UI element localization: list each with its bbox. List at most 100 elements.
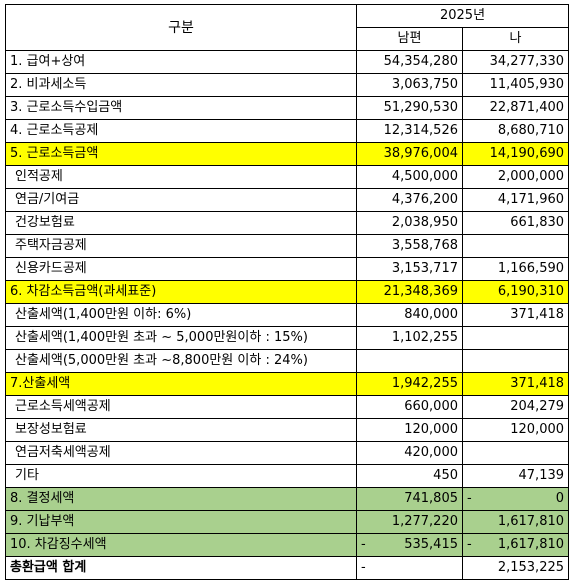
header-year: 2025년: [355, 4, 570, 28]
table-row: 1. 급여+상여 54,354,280 34,277,330: [5, 50, 570, 74]
cell-me: 371,418: [461, 303, 570, 327]
cell-me: 6,190,310: [461, 280, 570, 304]
table-row: 건강보험료 2,038,950 661,830: [5, 211, 570, 235]
table-row: 산출세액(5,000만원 초과 ~8,800만원 이하 : 24%): [5, 349, 570, 373]
header-husband: 남편: [356, 27, 463, 51]
table-row-highlight: 5. 근로소득금액 38,976,004 14,190,690: [5, 142, 570, 166]
cell-me: 204,279: [461, 395, 570, 419]
cell-me: [461, 234, 570, 258]
table-row: 근로소득세액공제 660,000 204,279: [5, 395, 570, 419]
cell-me: 11,405,930: [461, 73, 570, 97]
header-subrow: 남편 나: [6, 27, 570, 51]
row-label: 연금/기여금: [5, 188, 357, 212]
cell-husband: 660,000: [356, 395, 463, 419]
cell-husband: 741,805: [356, 487, 463, 511]
row-label: 보장성보험료: [5, 418, 357, 442]
cell-husband: - 535,415: [356, 533, 463, 557]
cell-me: 22,871,400: [461, 96, 570, 120]
row-label: 4. 근로소득공제: [5, 119, 357, 143]
table-row-green: 8. 결정세액 741,805 -0: [5, 487, 570, 511]
cell-husband: 120,000: [356, 418, 463, 442]
header-category: 구분: [5, 4, 357, 51]
row-label: 10. 차감징수세액: [5, 533, 357, 557]
table-row: 신용카드공제 3,153,717 1,166,590: [5, 257, 570, 281]
cell-me: 2,000,000: [461, 165, 570, 189]
row-label: 산출세액(1,400만원 초과 ~ 5,000만원이하 : 15%): [5, 326, 357, 350]
cell-me: 1,166,590: [461, 257, 570, 281]
cell-me: 371,418: [461, 372, 570, 396]
cell-husband: 1,102,255: [356, 326, 463, 350]
cell-me: 34,277,330: [461, 50, 570, 74]
row-label: 5. 근로소득금액: [5, 142, 357, 166]
table-row: 인적공제 4,500,000 2,000,000: [5, 165, 570, 189]
cell-husband: 450: [356, 464, 463, 488]
row-label: 7.산출세액: [5, 372, 357, 396]
cell-husband: 12,314,526: [356, 119, 463, 143]
tax-table-container: 구분 2025년 남편 나 1. 급여+상여 54,354,280 34,277…: [5, 4, 570, 580]
cell-husband: 4,500,000: [356, 165, 463, 189]
table-row: 3. 근로소득수입금액 51,290,530 22,871,400: [5, 96, 570, 120]
cell-husband: [356, 349, 463, 373]
table-row-highlight: 6. 차감소득금액(과세표준) 21,348,369 6,190,310: [5, 280, 570, 304]
table-row: 기타 450 47,139: [5, 464, 570, 488]
table-row: 보장성보험료 120,000 120,000: [5, 418, 570, 442]
table-row-total: 총환급액 합계 - 2,153,225: [5, 556, 570, 580]
cell-me: [461, 441, 570, 465]
table-row: 주택자금공제 3,558,768: [5, 234, 570, 258]
row-label: 산출세액(5,000만원 초과 ~8,800만원 이하 : 24%): [5, 349, 357, 373]
table-row: 산출세액(1,400만원 이하: 6%) 840,000 371,418: [5, 303, 570, 327]
row-label: 산출세액(1,400만원 이하: 6%): [5, 303, 357, 327]
cell-me: 8,680,710: [461, 119, 570, 143]
cell-husband: 420,000: [356, 441, 463, 465]
cell-husband: 54,354,280: [356, 50, 463, 74]
minus-sign: -: [361, 560, 366, 575]
table-row-green: 9. 기납부액 1,277,220 1,617,810: [5, 510, 570, 534]
cell-husband: 840,000: [356, 303, 463, 327]
cell-husband: -: [356, 556, 463, 580]
table-row-green: 10. 차감징수세액 - 535,415 -1,617,810: [5, 533, 570, 557]
row-label: 인적공제: [5, 165, 357, 189]
cell-me: 47,139: [461, 464, 570, 488]
row-label: 연금저축세액공제: [5, 441, 357, 465]
row-label: 6. 차감소득금액(과세표준): [5, 280, 357, 304]
minus-sign: -: [361, 537, 366, 552]
header-me: 나: [461, 27, 570, 51]
cell-husband: 1,942,255: [356, 372, 463, 396]
cell-me: -0: [461, 487, 570, 511]
row-label: 1. 급여+상여: [5, 50, 357, 74]
row-label: 기타: [5, 464, 357, 488]
cell-husband: 3,558,768: [356, 234, 463, 258]
cell-husband: 1,277,220: [356, 510, 463, 534]
table-row-highlight: 7.산출세액 1,942,255 371,418: [5, 372, 570, 396]
cell-me: 2,153,225: [461, 556, 570, 580]
cell-me: 14,190,690: [461, 142, 570, 166]
cell-husband: 2,038,950: [356, 211, 463, 235]
cell-husband: 21,348,369: [356, 280, 463, 304]
table-row: 4. 근로소득공제 12,314,526 8,680,710: [5, 119, 570, 143]
cell-me: [461, 349, 570, 373]
table-row: 연금저축세액공제 420,000: [5, 441, 570, 465]
cell-me-value: 1,617,810: [497, 537, 565, 552]
row-label: 총환급액 합계: [5, 556, 357, 580]
table-row: 연금/기여금 4,376,200 4,171,960: [5, 188, 570, 212]
cell-me: [461, 326, 570, 350]
cell-husband: 51,290,530: [356, 96, 463, 120]
row-label: 건강보험료: [5, 211, 357, 235]
header-row: 구분 2025년: [5, 4, 570, 51]
row-label: 근로소득세액공제: [5, 395, 357, 419]
tax-calculation-table: 구분 2025년 남편 나 1. 급여+상여 54,354,280 34,277…: [5, 4, 570, 580]
row-label: 2. 비과세소득: [5, 73, 357, 97]
row-label: 9. 기납부액: [5, 510, 357, 534]
row-label: 주택자금공제: [5, 234, 357, 258]
cell-me: 4,171,960: [461, 188, 570, 212]
cell-husband: 38,976,004: [356, 142, 463, 166]
minus-sign: -: [467, 491, 472, 506]
cell-me: - 1,617,810: [461, 533, 570, 557]
cell-husband: 3,153,717: [356, 257, 463, 281]
cell-husband: 3,063,750: [356, 73, 463, 97]
cell-husband-value: 535,415: [404, 537, 458, 552]
table-row: 산출세액(1,400만원 초과 ~ 5,000만원이하 : 15%) 1,102…: [5, 326, 570, 350]
cell-husband: 4,376,200: [356, 188, 463, 212]
cell-me-value: 0: [555, 491, 565, 506]
row-label: 8. 결정세액: [5, 487, 357, 511]
